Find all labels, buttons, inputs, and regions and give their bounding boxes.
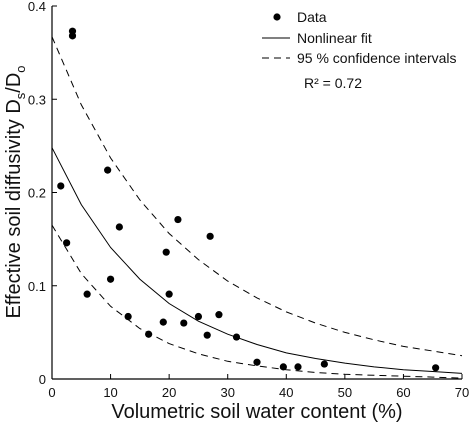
y-tick-label: 0	[39, 372, 46, 387]
data-point	[180, 319, 188, 327]
data-point	[104, 166, 112, 174]
data-point	[83, 290, 91, 298]
confidence-interval-line	[51, 224, 463, 379]
data-point	[279, 363, 287, 371]
y-axis-label-sub2: o	[13, 65, 28, 72]
x-tick-label: 30	[220, 385, 234, 400]
legend-label-data: Data	[297, 9, 327, 25]
x-tick-label: 60	[396, 385, 410, 400]
x-tick-label: 50	[338, 385, 352, 400]
data-point	[145, 330, 153, 338]
x-ticks: 0 10 20 30 40 50 60 70	[48, 374, 469, 400]
data-point	[115, 223, 123, 231]
x-tick-label: 0	[48, 385, 55, 400]
y-axis-label-sub1: s	[13, 92, 28, 99]
data-point	[320, 360, 328, 368]
x-tick-label: 20	[162, 385, 176, 400]
data-point	[162, 248, 170, 256]
data-point	[206, 232, 214, 240]
r-squared-label: R² = 0.72	[304, 75, 362, 91]
x-tick-label: 40	[279, 385, 293, 400]
y-ticks: 0 0.1 0.2 0.3 0.4	[28, 0, 57, 387]
y-tick-label: 0.1	[28, 279, 46, 294]
y-axis-label-mid: /D	[3, 73, 25, 93]
x-tick-label: 10	[103, 385, 117, 400]
y-tick-label: 0.4	[28, 0, 46, 14]
curves	[51, 36, 463, 379]
data-point	[57, 182, 65, 190]
legend-label-ci: 95 % confidence intervals	[297, 50, 457, 66]
data-point	[68, 32, 77, 40]
y-axis-label: Effective soil diffusivity Ds/Do	[3, 65, 28, 318]
legend-dot-marker	[273, 13, 281, 21]
data-point	[174, 215, 182, 224]
data-point	[294, 363, 302, 371]
y-tick-label: 0.3	[28, 92, 46, 107]
y-tick-label: 0.2	[28, 186, 46, 201]
fit-line	[51, 147, 463, 374]
data-points	[57, 27, 440, 372]
confidence-interval-line	[51, 36, 463, 357]
data-point	[432, 364, 440, 372]
y-axis-label-main: Effective soil diffusivity D	[3, 99, 25, 318]
data-point	[63, 239, 71, 247]
legend: Data Nonlinear fit 95 % confidence inter…	[262, 9, 457, 91]
data-point	[253, 358, 261, 366]
data-point	[232, 333, 241, 341]
legend-label-fit: Nonlinear fit	[297, 30, 372, 46]
data-point	[194, 312, 203, 321]
data-point	[159, 318, 167, 326]
data-point	[165, 290, 173, 298]
x-axis-label: Volumetric soil water content (%)	[111, 401, 402, 423]
x-tick-label: 70	[455, 385, 469, 400]
data-point	[124, 312, 132, 321]
data-point	[203, 331, 211, 339]
data-point	[215, 311, 223, 319]
data-point	[106, 275, 115, 283]
